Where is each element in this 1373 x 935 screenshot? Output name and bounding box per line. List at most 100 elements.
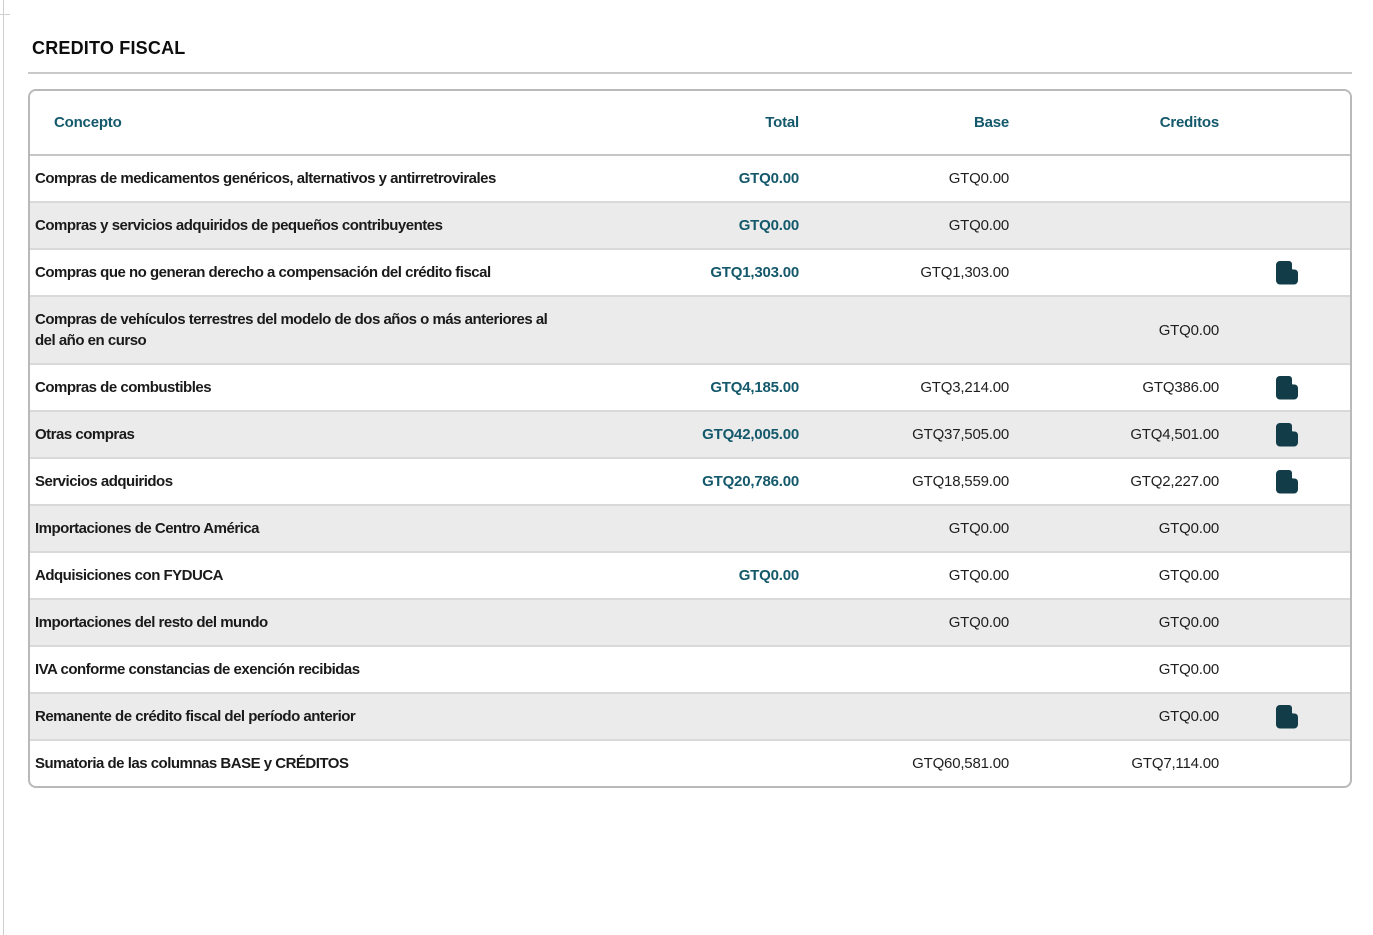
action-cell [1224, 457, 1350, 505]
total-cell [659, 295, 804, 364]
concepto-cell: Compras de combustibles [30, 363, 659, 411]
concepto-cell: Sumatoria de las columnas BASE y CRÉDITO… [30, 739, 659, 786]
column-header-creditos: Creditos [1014, 91, 1224, 156]
table-row: Sumatoria de las columnas BASE y CRÉDITO… [30, 739, 1350, 786]
table-row: Adquisiciones con FYDUCA GTQ0.00 GTQ0.00… [30, 551, 1350, 599]
base-cell: GTQ37,505.00 [804, 410, 1014, 458]
concepto-text: Remanente de crédito fiscal del período … [35, 708, 356, 725]
total-cell [659, 598, 804, 646]
creditos-cell: GTQ0.00 [1014, 692, 1224, 740]
concepto-cell: Remanente de crédito fiscal del período … [30, 692, 659, 740]
table-row: Compras que no generan derecho a compens… [30, 248, 1350, 296]
table-row: IVA conforme constancias de exención rec… [30, 645, 1350, 693]
detail-button[interactable] [1275, 260, 1299, 285]
credito-fiscal-section: CREDITO FISCAL Concepto Total Base Credi… [0, 38, 1373, 788]
credito-fiscal-table: Concepto Total Base Creditos Compras de … [30, 91, 1350, 786]
concepto-cell: Compras y servicios adquiridos de pequeñ… [30, 201, 659, 249]
concepto-text: Compras que no generan derecho a compens… [35, 264, 491, 281]
concepto-text: IVA conforme constancias de exención rec… [35, 661, 360, 678]
concepto-cell: Servicios adquiridos [30, 457, 659, 505]
creditos-cell: GTQ0.00 [1014, 504, 1224, 552]
column-header-total: Total [659, 91, 804, 156]
base-cell: GTQ0.00 [804, 598, 1014, 646]
total-cell [659, 504, 804, 552]
concepto-text: Compras y servicios adquiridos de pequeñ… [35, 217, 443, 234]
concepto-text: Servicios adquiridos [35, 473, 173, 490]
action-cell [1224, 201, 1350, 249]
detail-button[interactable] [1275, 375, 1299, 400]
folder-icon [1276, 376, 1298, 400]
detail-button[interactable] [1275, 704, 1299, 729]
creditos-cell: GTQ386.00 [1014, 363, 1224, 411]
concepto-cell: Adquisiciones con FYDUCA [30, 551, 659, 599]
concepto-text: Otras compras [35, 426, 135, 443]
creditos-cell: GTQ2,227.00 [1014, 457, 1224, 505]
concepto-cell: IVA conforme constancias de exención rec… [30, 645, 659, 693]
concepto-text: Sumatoria de las columnas BASE y CRÉDITO… [35, 755, 349, 772]
base-cell: GTQ0.00 [804, 504, 1014, 552]
base-cell: GTQ18,559.00 [804, 457, 1014, 505]
total-cell: GTQ0.00 [738, 170, 799, 187]
total-cell: GTQ20,786.00 [659, 457, 804, 505]
total-cell: GTQ42,005.00 [659, 410, 804, 458]
table-row: Remanente de crédito fiscal del período … [30, 692, 1350, 740]
concepto-text: Compras de vehículos terrestres del mode… [35, 311, 548, 349]
creditos-cell [1014, 201, 1224, 249]
total-cell [659, 739, 804, 786]
action-cell [1224, 363, 1350, 411]
creditos-cell [1014, 248, 1224, 296]
left-edge-tick [0, 14, 10, 15]
action-cell [1224, 410, 1350, 458]
table-row: Otras compras GTQ42,005.00 GTQ37,505.00 … [30, 410, 1350, 458]
action-cell [1224, 551, 1350, 599]
action-cell [1224, 504, 1350, 552]
total-cell [659, 645, 804, 693]
concepto-cell: Compras de medicamentos genéricos, alter… [30, 155, 659, 202]
credito-fiscal-card: Concepto Total Base Creditos Compras de … [28, 89, 1352, 788]
folder-icon [1276, 705, 1298, 729]
creditos-cell: GTQ0.00 [1014, 645, 1224, 693]
total-cell: GTQ1,303.00 [659, 248, 804, 296]
base-cell [804, 295, 1014, 364]
concepto-cell: Importaciones de Centro América [30, 504, 659, 552]
table-row: Compras de medicamentos genéricos, alter… [30, 155, 1350, 202]
concepto-text: Compras de combustibles [35, 379, 212, 396]
creditos-cell: GTQ4,501.00 [1014, 410, 1224, 458]
creditos-cell: GTQ0.00 [1014, 295, 1224, 364]
creditos-cell [1014, 155, 1224, 202]
table-row: Servicios adquiridos GTQ20,786.00 GTQ18,… [30, 457, 1350, 505]
concepto-cell: Otras compras [30, 410, 659, 458]
detail-button[interactable] [1275, 422, 1299, 447]
table-row: Compras de combustibles GTQ4,185.00 GTQ3… [30, 363, 1350, 411]
action-cell [1224, 598, 1350, 646]
creditos-cell: GTQ7,114.00 [1014, 739, 1224, 786]
folder-icon [1276, 470, 1298, 494]
concepto-text: Compras de medicamentos genéricos, alter… [35, 170, 496, 187]
detail-button[interactable] [1275, 469, 1299, 494]
base-cell: GTQ1,303.00 [804, 248, 1014, 296]
total-cell: GTQ4,185.00 [659, 363, 804, 411]
left-edge-line [3, 0, 4, 935]
creditos-cell: GTQ0.00 [1014, 551, 1224, 599]
table-row: Compras de vehículos terrestres del mode… [30, 295, 1350, 364]
action-cell [1224, 645, 1350, 693]
concepto-text: Adquisiciones con FYDUCA [35, 567, 224, 584]
concepto-text: Importaciones de Centro América [35, 520, 260, 537]
base-cell: GTQ0.00 [804, 551, 1014, 599]
column-header-concepto: Concepto [30, 91, 659, 156]
table-row: Compras y servicios adquiridos de pequeñ… [30, 201, 1350, 249]
table-row: Importaciones de Centro América GTQ0.00 … [30, 504, 1350, 552]
concepto-cell: Compras de vehículos terrestres del mode… [30, 295, 659, 364]
base-cell: GTQ0.00 [804, 201, 1014, 249]
column-header-base: Base [804, 91, 1014, 156]
base-cell [804, 692, 1014, 740]
total-cell: GTQ0.00 [659, 201, 804, 249]
base-cell [804, 645, 1014, 693]
total-cell [659, 692, 804, 740]
folder-icon [1276, 423, 1298, 447]
column-header-action [1224, 91, 1350, 156]
table-row: Importaciones del resto del mundo GTQ0.0… [30, 598, 1350, 646]
action-cell [1224, 692, 1350, 740]
base-cell: GTQ3,214.00 [804, 363, 1014, 411]
folder-icon [1276, 261, 1298, 285]
